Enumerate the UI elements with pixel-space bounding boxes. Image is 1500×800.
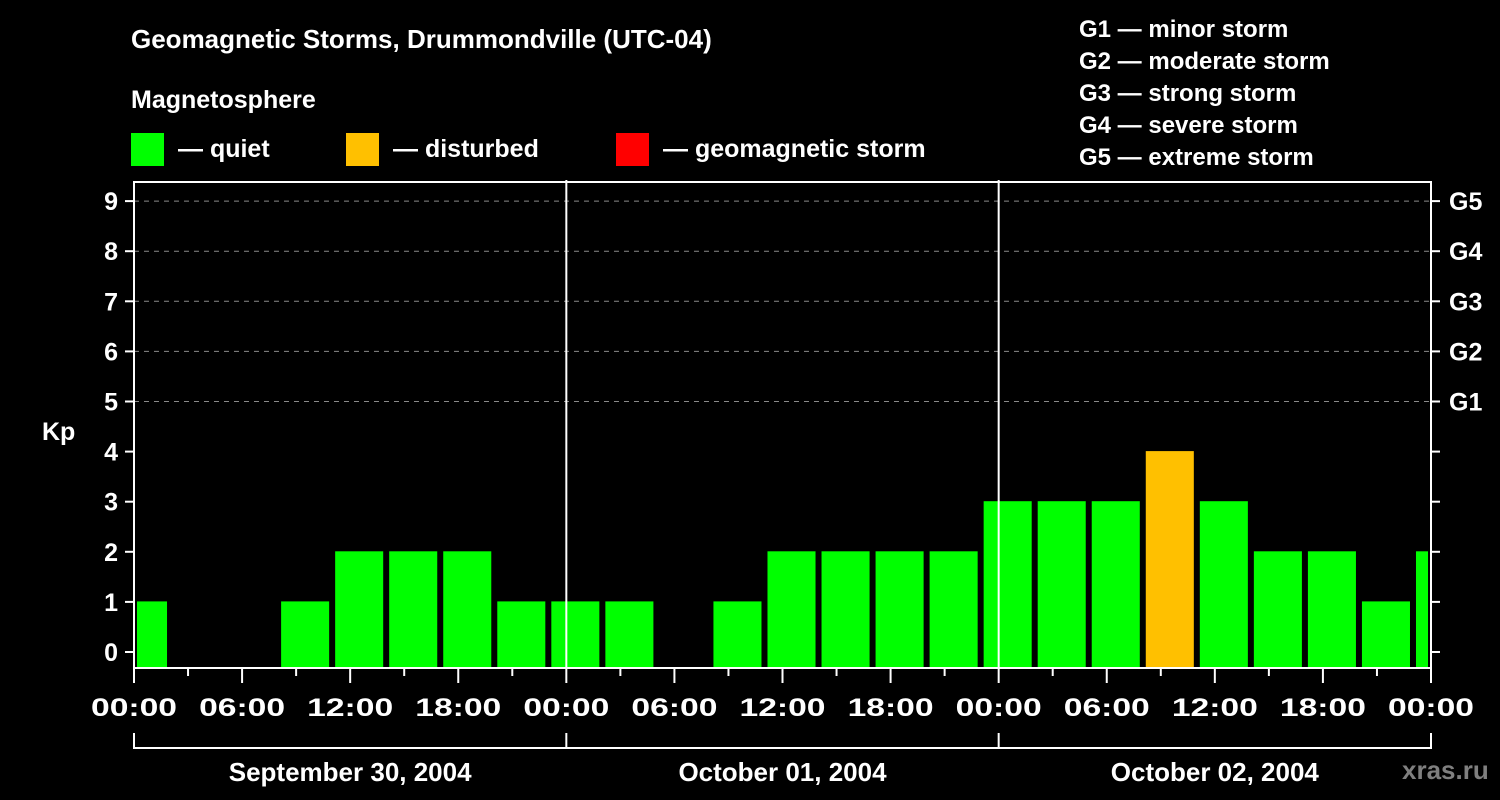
storm-scale-g3: G3 — strong storm <box>1079 80 1297 107</box>
g-scale-label: G3 <box>1449 288 1482 316</box>
storm-scale-g2: G2 — moderate storm <box>1079 48 1330 75</box>
y-tick-label: 2 <box>104 539 118 567</box>
x-tick-label: 12:00 <box>740 694 826 722</box>
kp-bar <box>1307 551 1356 667</box>
kp-bar <box>1091 501 1140 667</box>
day-label: October 02, 2004 <box>1111 757 1320 787</box>
legend-label-quiet: — quiet <box>178 134 270 163</box>
x-tick-label: 12:00 <box>307 694 393 722</box>
day-label: September 30, 2004 <box>229 757 472 787</box>
y-axis-label: Kp <box>42 418 75 446</box>
kp-bar <box>281 601 330 667</box>
x-tick-label: 06:00 <box>1064 694 1150 722</box>
legend-swatch-storm <box>616 132 649 166</box>
kp-bar <box>1253 551 1302 667</box>
kp-bar <box>1361 601 1410 667</box>
y-tick-label: 5 <box>104 389 118 417</box>
kp-bar <box>983 501 1032 667</box>
x-tick-label: 12:00 <box>1172 694 1258 722</box>
x-tick-label: 00:00 <box>523 694 609 722</box>
y-tick-label: 7 <box>104 288 118 316</box>
x-tick-label: 06:00 <box>199 694 285 722</box>
legend-swatch-quiet <box>131 132 164 166</box>
kp-bar <box>1037 501 1086 667</box>
x-tick-label: 18:00 <box>848 694 934 722</box>
kp-bar <box>497 601 546 667</box>
y-tick-label: 3 <box>104 489 118 517</box>
chart-title: Geomagnetic Storms, Drummondville (UTC-0… <box>131 24 712 54</box>
x-tick-label: 00:00 <box>1388 694 1474 722</box>
legend-disturbed: — disturbed <box>346 132 539 166</box>
y-tick-label: 8 <box>104 238 118 266</box>
storm-scale-g5: G5 — extreme storm <box>1079 144 1314 171</box>
kp-bar <box>767 551 816 667</box>
legend-label-storm: — geomagnetic storm <box>663 134 926 163</box>
kp-bar <box>605 601 654 667</box>
kp-bar <box>137 601 168 667</box>
storm-scale-g4: G4 — severe storm <box>1079 112 1298 139</box>
y-tick-label: 6 <box>104 338 118 366</box>
storm-scale-legend: G1 — minor storm G2 — moderate storm G3 … <box>1079 14 1330 174</box>
y-tick-label: 1 <box>104 589 118 617</box>
y-tick-label: 9 <box>104 188 118 216</box>
kp-bar <box>443 551 492 667</box>
g-scale-label: G1 <box>1449 389 1482 417</box>
kp-bar <box>1415 551 1428 667</box>
x-tick-label: 06:00 <box>631 694 717 722</box>
y-tick-label: 0 <box>104 639 118 667</box>
day-label: October 01, 2004 <box>678 757 887 787</box>
kp-bar <box>1199 501 1248 667</box>
g-scale-label: G2 <box>1449 338 1482 366</box>
legend-swatch-disturbed <box>346 132 379 166</box>
g-scale-label: G4 <box>1449 238 1482 266</box>
g-scale-label: G5 <box>1449 188 1482 216</box>
kp-bar <box>713 601 762 667</box>
kp-bar <box>929 551 978 667</box>
legend-quiet: — quiet <box>131 132 270 166</box>
kp-bar <box>1145 451 1194 667</box>
kp-bar <box>335 551 384 667</box>
y-tick-label: 4 <box>104 439 118 467</box>
legend-storm: — geomagnetic storm <box>616 132 926 166</box>
kp-bar <box>551 601 600 667</box>
kp-bar <box>875 551 924 667</box>
watermark: xras.ru <box>1402 755 1489 785</box>
legend-label-disturbed: — disturbed <box>393 134 539 163</box>
kp-bar <box>821 551 870 667</box>
x-tick-label: 00:00 <box>91 694 177 722</box>
kp-bar <box>389 551 438 667</box>
storm-scale-g1: G1 — minor storm <box>1079 16 1289 43</box>
x-tick-label: 18:00 <box>415 694 501 722</box>
chart-subtitle: Magnetosphere <box>131 86 316 114</box>
x-tick-label: 00:00 <box>956 694 1042 722</box>
x-tick-label: 18:00 <box>1280 694 1366 722</box>
